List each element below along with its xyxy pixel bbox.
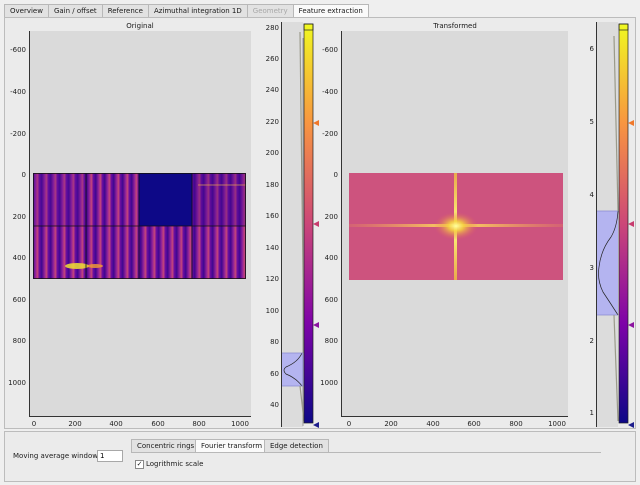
transformed-y-axis — [341, 31, 342, 416]
y-tick-label: -200 — [10, 130, 26, 138]
histogram-tick-label: 100 — [265, 307, 279, 315]
tab-gain-offset[interactable]: Gain / offset — [47, 4, 103, 17]
histogram-tick-label: 40 — [270, 401, 279, 409]
y-tick-label: -600 — [322, 46, 338, 54]
histogram-tick-label: 240 — [265, 86, 279, 94]
histogram-tick-label: 260 — [265, 55, 279, 63]
x-tick-label: 400 — [426, 420, 440, 428]
gradient-marker[interactable] — [313, 322, 319, 328]
subtab-edge-detection[interactable]: Edge detection — [264, 439, 329, 452]
y-tick-label: 600 — [12, 296, 26, 304]
y-tick-label: 600 — [324, 296, 338, 304]
x-tick-label: 600 — [151, 420, 165, 428]
histogram-tick-label: 5 — [589, 118, 594, 126]
y-tick-label: 200 — [12, 213, 26, 221]
histogram-axis — [596, 22, 597, 427]
transformed-fourier-image — [349, 173, 563, 280]
y-tick-label: 200 — [324, 213, 338, 221]
y-tick-label: 800 — [12, 337, 26, 345]
x-tick-label: 1000 — [231, 420, 249, 428]
y-tick-label: 0 — [333, 171, 338, 179]
logarithmic-scale-checkbox[interactable]: ✓ — [135, 460, 144, 469]
gradient-marker[interactable] — [313, 221, 319, 227]
original-detector-image — [33, 173, 246, 279]
x-tick-label: 200 — [384, 420, 398, 428]
x-tick-label: 0 — [31, 420, 37, 428]
subtab-fourier-transform[interactable]: Fourier transform — [195, 439, 269, 452]
original-x-axis — [29, 416, 251, 417]
gradient-marker[interactable] — [628, 120, 634, 126]
moving-average-label: Moving average window: — [13, 452, 100, 460]
histogram-tick-label: 280 — [265, 24, 279, 32]
tab-overview[interactable]: Overview — [4, 4, 49, 17]
y-tick-label: -200 — [322, 130, 338, 138]
x-tick-label: 400 — [109, 420, 123, 428]
histogram-tick-label: 80 — [270, 338, 279, 346]
transformed-histogram-graphics — [597, 210, 619, 316]
histogram-axis — [281, 22, 282, 427]
tab-azimuthal-integration-1d[interactable]: Azimuthal integration 1D — [147, 4, 248, 17]
gradient-marker[interactable] — [628, 221, 634, 227]
original-y-axis — [29, 31, 30, 416]
y-tick-label: 800 — [324, 337, 338, 345]
histogram-tick-label: 1 — [589, 409, 594, 417]
tab-geometry: Geometry — [246, 4, 294, 17]
gradient-marker[interactable] — [313, 120, 319, 126]
x-tick-label: 600 — [467, 420, 481, 428]
histogram-tick-label: 6 — [589, 45, 594, 53]
histogram-tick-label: 160 — [265, 212, 279, 220]
tab-reference[interactable]: Reference — [101, 4, 149, 17]
subtab-concentric-rings[interactable]: Concentric rings — [131, 439, 201, 452]
moving-average-input[interactable] — [97, 450, 123, 462]
y-tick-label: -400 — [10, 88, 26, 96]
x-tick-label: 800 — [509, 420, 523, 428]
x-tick-label: 800 — [192, 420, 206, 428]
y-tick-label: 0 — [21, 171, 26, 179]
gradient-marker[interactable] — [313, 422, 319, 428]
histogram-tick-label: 4 — [589, 191, 594, 199]
transformed-gradient-editor[interactable] — [610, 22, 640, 428]
main-tab-bar: Overview Gain / offset Reference Azimuth… — [4, 4, 369, 18]
subtab-divider — [131, 452, 601, 453]
original-gradient-editor[interactable] — [296, 22, 326, 428]
y-tick-label: 400 — [12, 254, 26, 262]
x-tick-label: 0 — [346, 420, 352, 428]
original-plot-title: Original — [126, 22, 154, 30]
y-tick-label: 400 — [324, 254, 338, 262]
transformed-x-axis — [341, 416, 568, 417]
histogram-tick-label: 220 — [265, 118, 279, 126]
gradient-marker[interactable] — [628, 422, 634, 428]
histogram-tick-label: 180 — [265, 181, 279, 189]
histogram-tick-label: 200 — [265, 149, 279, 157]
y-tick-label: -400 — [322, 88, 338, 96]
logarithmic-scale-label: Logrithmic scale — [146, 460, 204, 468]
histogram-tick-label: 140 — [265, 244, 279, 252]
y-tick-label: 1000 — [320, 379, 338, 387]
histogram-tick-label: 60 — [270, 370, 279, 378]
x-tick-label: 200 — [68, 420, 82, 428]
y-tick-label: -600 — [10, 46, 26, 54]
histogram-tick-label: 3 — [589, 264, 594, 272]
y-tick-label: 1000 — [8, 379, 26, 387]
transformed-plot-title: Transformed — [433, 22, 477, 30]
original-histogram[interactable] — [281, 22, 303, 427]
tab-feature-extraction[interactable]: Feature extraction — [292, 4, 369, 18]
histogram-tick-label: 120 — [265, 275, 279, 283]
gradient-marker[interactable] — [628, 322, 634, 328]
histogram-tick-label: 2 — [589, 337, 594, 345]
x-tick-label: 1000 — [548, 420, 566, 428]
